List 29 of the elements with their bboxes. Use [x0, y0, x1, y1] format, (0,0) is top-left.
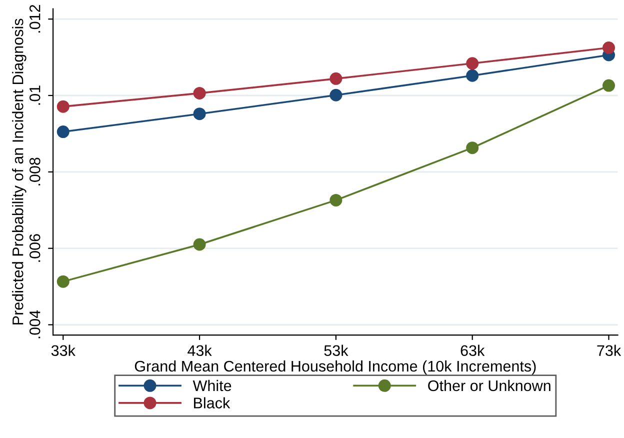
y-tick-label: .006 — [29, 234, 40, 262]
x-tick-label: 43k — [188, 344, 212, 356]
point — [330, 88, 342, 102]
y-axis-title: Predicted Probability of an Incident Diagnosis — [12, 18, 26, 324]
point — [56, 100, 70, 113]
y-tick-label: .008 — [29, 158, 40, 186]
point — [602, 79, 616, 92]
x-tick-label: 33k — [51, 344, 76, 356]
point — [466, 69, 479, 82]
point — [193, 238, 206, 251]
legend-label: White — [192, 380, 232, 392]
x-tick-label: 73k — [597, 344, 622, 356]
x-tick-label: 63k — [460, 344, 485, 356]
point — [330, 194, 342, 206]
y-tick-label: .004 — [29, 310, 40, 338]
point — [193, 86, 206, 100]
point — [56, 126, 70, 138]
point — [56, 275, 70, 288]
x-tick-label: 53k — [324, 344, 348, 356]
point — [193, 108, 206, 120]
point — [466, 57, 479, 70]
x-axis-title: Grand Mean Centered Household Income (10k Increments) — [134, 360, 536, 375]
legend-label: Other or Unknown — [428, 380, 550, 392]
legend-label: Black — [194, 397, 230, 408]
y-tick-label: .01 — [29, 86, 40, 105]
point — [466, 142, 479, 154]
point — [602, 41, 616, 54]
y-tick-label: .012 — [29, 4, 40, 33]
point — [330, 72, 342, 85]
